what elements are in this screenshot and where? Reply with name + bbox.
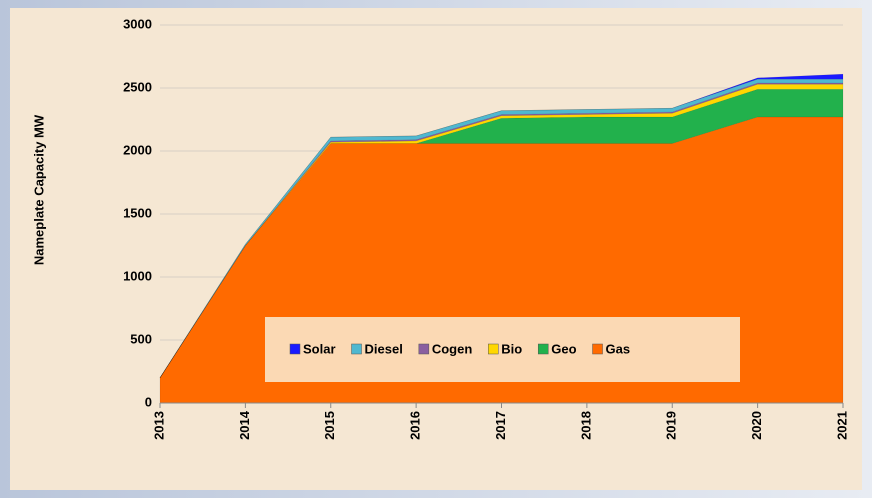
x-tick-label: 2015 [322,411,337,440]
y-tick-label: 0 [145,394,152,409]
x-tick-label: 2014 [237,410,252,440]
legend-label: Cogen [432,341,473,356]
area [159,78,844,378]
legend-label: Bio [501,341,522,356]
y-axis-label: Nameplate Capacity MW [31,114,46,265]
y-tick-label: 2000 [123,142,152,157]
y-tick-label: 1500 [123,205,152,220]
legend-label: Geo [551,341,576,356]
y-tick-label: 500 [130,331,152,346]
legend-swatch [289,343,301,355]
x-tick-label: 2018 [578,411,593,440]
legend-label: Diesel [365,341,403,356]
legend-swatch [351,343,362,355]
legend-swatch [418,343,430,355]
legend-swatch [592,343,603,355]
y-tick-label: 3000 [123,16,152,31]
y-tick-label: 2500 [123,79,152,94]
legend-swatch [537,343,549,355]
area [159,73,844,378]
x-tick-label: 2020 [749,411,764,440]
x-tick-label: 2017 [493,411,508,440]
legend-label: Solar [303,341,336,356]
area [159,83,844,378]
x-tick-label: 2013 [151,411,166,440]
legend-entries: Solar Diesel Cogen Bio Geo Gas [289,341,631,356]
x-tick-label: 2021 [834,411,849,440]
x-tick-label: 2016 [408,411,423,440]
y-tick-label: 1000 [123,268,152,283]
legend-label: Gas [606,341,631,356]
legend [265,317,740,382]
x-tick-label: 2019 [664,411,679,440]
legend-swatch [488,343,499,355]
